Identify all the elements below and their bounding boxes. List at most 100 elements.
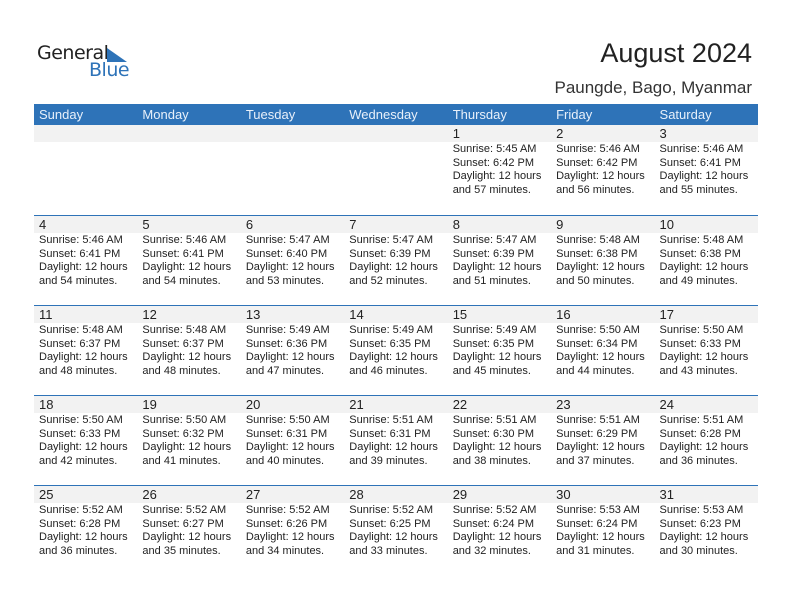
day-cell: 28 Sunrise: 5:52 AM Sunset: 6:25 PM Dayligh…	[344, 486, 447, 575]
day-info: Sunrise: 5:50 AM Sunset: 6:31 PM Daylight:…	[246, 414, 344, 468]
weekday-wednesday: Wednesday	[349, 107, 418, 122]
daylight-minutes-text: and 33 minutes.	[349, 544, 428, 557]
daylight-text: Daylight: 12 hours	[556, 261, 645, 273]
sunset-text: Sunset: 6:41 PM	[142, 247, 224, 260]
day-info: Sunrise: 5:48 AM Sunset: 6:38 PM Daylight:…	[556, 234, 654, 288]
day-info: Sunrise: 5:52 AM Sunset: 6:28 PM Daylight:…	[39, 504, 137, 558]
sunrise-text: Sunrise: 5:51 AM	[349, 414, 434, 426]
sunset-text: Sunset: 6:38 PM	[556, 247, 638, 260]
daylight-minutes-text: and 38 minutes.	[452, 454, 531, 467]
day-info: Sunrise: 5:51 AM Sunset: 6:31 PM Daylight:…	[349, 414, 447, 468]
weekday-header: Sunday Monday Tuesday Wednesday Thursday Frid…	[34, 104, 758, 125]
sunset-text: Sunset: 6:26 PM	[245, 517, 328, 530]
daylight-text: Daylight: 12 hours	[452, 351, 542, 363]
daylight-minutes-text: and 30 minutes.	[659, 544, 738, 557]
day-info: Sunrise: 5:45 AM Sunset: 6:42 PM Daylight:…	[453, 143, 551, 197]
daylight-text: Daylight: 12 hours	[349, 441, 438, 453]
day-number: 10	[659, 217, 674, 232]
day-info: Sunrise: 5:53 AM Sunset: 6:24 PM Daylight:…	[556, 504, 654, 558]
sunset-text: Sunset: 6:24 PM	[556, 517, 638, 530]
sunrise-text: Sunrise: 5:51 AM	[452, 414, 537, 426]
sunset-text: Sunset: 6:30 PM	[452, 427, 535, 440]
day-number: 30	[556, 487, 571, 502]
daylight-text: Daylight: 12 hours	[452, 170, 542, 182]
day-number: 7	[349, 217, 357, 232]
day-number: 8	[452, 217, 460, 232]
sunset-text: Sunset: 6:39 PM	[452, 247, 535, 260]
day-cell: 1 Sunrise: 5:45 AM Sunset: 6:42 PM Daylight…	[448, 125, 551, 215]
sunset-text: Sunset: 6:41 PM	[659, 156, 741, 169]
sunset-text: Sunset: 6:25 PM	[349, 517, 431, 530]
day-cell: 13 Sunrise: 5:49 AM Sunset: 6:36 PM Dayligh…	[241, 306, 344, 395]
day-cell: 29 Sunrise: 5:52 AM Sunset: 6:24 PM Dayligh…	[448, 486, 551, 575]
day-info: Sunrise: 5:49 AM Sunset: 6:35 PM Daylight:…	[349, 324, 447, 378]
daylight-text: Daylight: 12 hours	[349, 351, 438, 363]
day-cell: 22 Sunrise: 5:51 AM Sunset: 6:30 PM Dayligh…	[448, 396, 551, 485]
sunrise-text: Sunrise: 5:48 AM	[659, 234, 744, 246]
day-info: Sunrise: 5:50 AM Sunset: 6:34 PM Daylight:…	[556, 324, 654, 378]
sunrise-text: Sunrise: 5:46 AM	[659, 143, 744, 155]
sunset-text: Sunset: 6:42 PM	[556, 156, 638, 169]
daylight-text: Daylight: 12 hours	[556, 351, 645, 363]
day-info: Sunrise: 5:52 AM Sunset: 6:27 PM Daylight:…	[142, 504, 240, 558]
day-cell: 17 Sunrise: 5:50 AM Sunset: 6:33 PM Dayligh…	[655, 306, 758, 395]
logo-word-blue: Blue	[89, 59, 130, 81]
daylight-text: Daylight: 12 hours	[659, 261, 749, 273]
day-cell: 14 Sunrise: 5:49 AM Sunset: 6:35 PM Dayligh…	[344, 306, 447, 395]
sunrise-text: Sunrise: 5:49 AM	[452, 324, 537, 336]
daylight-minutes-text: and 48 minutes.	[142, 364, 221, 377]
sunrise-text: Sunrise: 5:51 AM	[556, 414, 640, 426]
daylight-minutes-text: and 32 minutes.	[452, 544, 531, 557]
day-cell: 2 Sunrise: 5:46 AM Sunset: 6:42 PM Daylight…	[551, 125, 654, 215]
day-info: Sunrise: 5:50 AM Sunset: 6:33 PM Daylight:…	[660, 324, 758, 378]
daylight-minutes-text: and 35 minutes.	[142, 544, 221, 557]
day-info: Sunrise: 5:51 AM Sunset: 6:30 PM Daylight:…	[453, 414, 551, 468]
day-cell: 25 Sunrise: 5:52 AM Sunset: 6:28 PM Dayligh…	[34, 486, 137, 575]
sunrise-text: Sunrise: 5:46 AM	[556, 143, 640, 155]
daylight-text: Daylight: 12 hours	[349, 531, 438, 543]
week-row: 11 Sunrise: 5:48 AM Sunset: 6:37 PM Dayligh…	[34, 305, 758, 395]
sunset-text: Sunset: 6:35 PM	[452, 337, 535, 350]
day-info: Sunrise: 5:49 AM Sunset: 6:35 PM Daylight:…	[453, 324, 551, 378]
week-row: 25 Sunrise: 5:52 AM Sunset: 6:28 PM Dayligh…	[34, 485, 758, 575]
sunrise-text: Sunrise: 5:50 AM	[142, 414, 227, 426]
sunrise-text: Sunrise: 5:47 AM	[349, 234, 434, 246]
daylight-text: Daylight: 12 hours	[39, 531, 128, 543]
sunrise-text: Sunrise: 5:52 AM	[452, 504, 537, 516]
day-info: Sunrise: 5:50 AM Sunset: 6:32 PM Daylight:…	[142, 414, 240, 468]
day-number: 12	[142, 307, 157, 322]
daylight-minutes-text: and 53 minutes.	[245, 274, 325, 287]
sunrise-text: Sunrise: 5:49 AM	[245, 324, 330, 336]
sunset-text: Sunset: 6:33 PM	[39, 427, 121, 440]
sunset-text: Sunset: 6:40 PM	[245, 247, 328, 260]
sunrise-text: Sunrise: 5:47 AM	[452, 234, 537, 246]
day-number: 19	[142, 397, 157, 412]
sunrise-text: Sunrise: 5:50 AM	[39, 414, 123, 426]
sunrise-text: Sunrise: 5:52 AM	[349, 504, 434, 516]
sunrise-text: Sunrise: 5:48 AM	[39, 324, 123, 336]
daylight-minutes-text: and 37 minutes.	[556, 454, 635, 467]
day-number: 31	[659, 487, 674, 502]
daylight-text: Daylight: 12 hours	[39, 351, 128, 363]
daylight-minutes-text: and 31 minutes.	[556, 544, 635, 557]
day-number: 23	[556, 397, 571, 412]
day-number: 13	[245, 307, 261, 322]
sunrise-text: Sunrise: 5:48 AM	[142, 324, 227, 336]
daylight-text: Daylight: 12 hours	[349, 261, 438, 273]
day-cell: 21 Sunrise: 5:51 AM Sunset: 6:31 PM Dayligh…	[344, 396, 447, 485]
sunset-text: Sunset: 6:37 PM	[142, 337, 224, 350]
day-info: Sunrise: 5:49 AM Sunset: 6:36 PM Daylight:…	[246, 324, 344, 378]
page-title: August 2024	[600, 38, 752, 68]
day-cell: 9 Sunrise: 5:48 AM Sunset: 6:38 PM Daylight…	[551, 216, 654, 305]
sunset-text: Sunset: 6:42 PM	[452, 156, 535, 169]
daylight-text: Daylight: 12 hours	[142, 261, 232, 273]
weekday-monday: Monday	[142, 107, 189, 122]
day-cell: 26 Sunrise: 5:52 AM Sunset: 6:27 PM Dayligh…	[137, 486, 240, 575]
weekday-tuesday: Tuesday	[245, 107, 296, 122]
daylight-text: Daylight: 12 hours	[556, 531, 645, 543]
day-info: Sunrise: 5:47 AM Sunset: 6:40 PM Daylight:…	[246, 234, 344, 288]
day-info: Sunrise: 5:53 AM Sunset: 6:23 PM Daylight:…	[660, 504, 758, 558]
day-info: Sunrise: 5:52 AM Sunset: 6:25 PM Daylight:…	[349, 504, 447, 558]
daylight-minutes-text: and 45 minutes.	[452, 364, 531, 377]
day-number: 17	[659, 307, 674, 322]
